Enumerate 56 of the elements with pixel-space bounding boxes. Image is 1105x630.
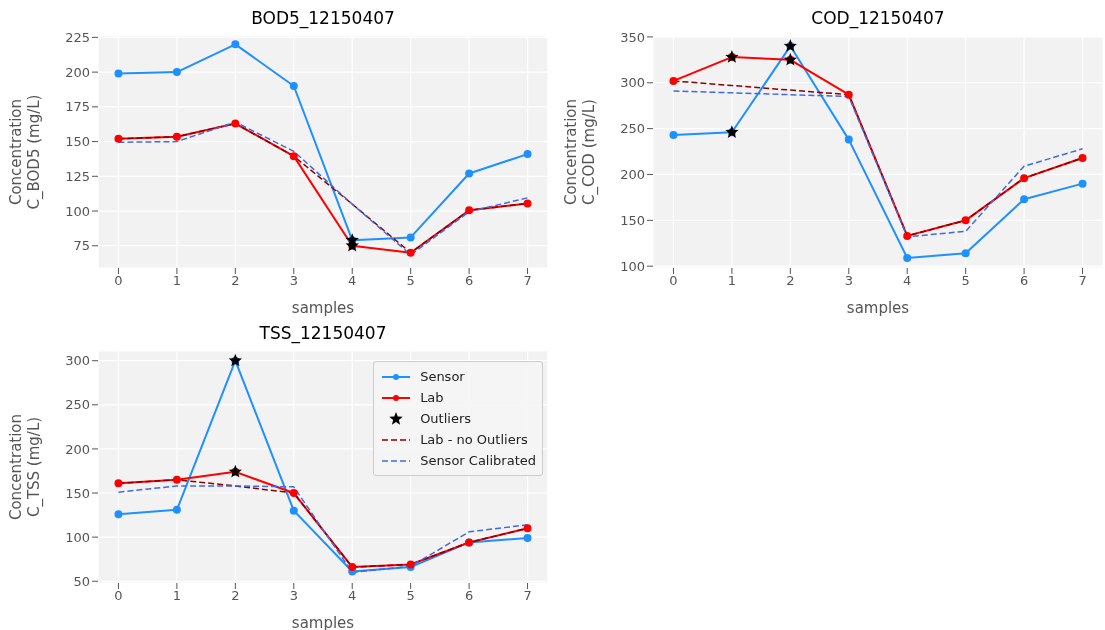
chart-title: TSS_12150407	[258, 323, 388, 343]
x-tick-label: 0	[114, 273, 123, 289]
y-tick-label: 300	[65, 353, 90, 369]
legend-label: Lab	[420, 390, 444, 405]
y-tick-label: 50	[73, 573, 90, 589]
x-tick-label: 6	[464, 273, 474, 289]
y-tick-label: 250	[620, 121, 645, 137]
y-tick-label: 75	[73, 238, 90, 254]
y-tick-label: 225	[65, 30, 90, 45]
x-axis-title: samples	[846, 299, 910, 317]
legend-label: Sensor	[420, 369, 465, 384]
x-axis-title: samples	[291, 299, 355, 317]
y-tick-label: 175	[65, 99, 90, 115]
legend-label: Outliers	[420, 411, 472, 426]
x-tick-label: 2	[786, 273, 795, 289]
y-tick-label: 100	[620, 258, 645, 274]
y-tick-label: 200	[620, 167, 645, 183]
x-tick-label: 1	[172, 273, 182, 289]
y-tick-label: 100	[65, 529, 90, 545]
x-tick-label: 5	[406, 588, 415, 604]
x-tick-label: 4	[348, 588, 357, 604]
y-axis-title: Concentration C_COD (mg/L)	[562, 98, 599, 206]
x-tick-label: 5	[961, 273, 970, 289]
x-tick-label: 7	[523, 273, 532, 289]
y-tick-label: 350	[620, 29, 645, 45]
y-tick-label: 100	[65, 203, 90, 219]
x-tick-label: 2	[231, 588, 240, 604]
y-tick-label: 250	[65, 397, 90, 413]
y-tick-label: 300	[620, 75, 645, 91]
x-tick-label: 1	[727, 273, 737, 289]
x-tick-label: 0	[114, 588, 123, 604]
x-tick-label: 2	[231, 273, 240, 289]
y-tick-label: 125	[65, 168, 90, 184]
x-tick-label: 6	[1019, 273, 1029, 289]
y-axis-title: Concentration C_BOD5 (mg/L)	[7, 94, 44, 210]
y-tick-label: 200	[65, 64, 90, 80]
y-tick-label: 150	[620, 212, 645, 228]
x-tick-label: 1	[172, 588, 182, 604]
x-tick-label: 0	[669, 273, 678, 289]
x-tick-label: 4	[903, 273, 912, 289]
x-tick-label: 7	[523, 588, 532, 604]
x-tick-label: 3	[844, 273, 853, 289]
legend-label: Lab - no Outliers	[420, 432, 528, 447]
y-tick-label: 150	[65, 134, 90, 150]
x-tick-label: 4	[348, 273, 357, 289]
y-tick-label: 200	[65, 441, 90, 457]
x-tick-label: 3	[289, 273, 298, 289]
chart-title: COD_12150407	[810, 8, 946, 28]
y-tick-label: 150	[65, 485, 90, 501]
x-tick-label: 7	[1078, 273, 1087, 289]
legend-label: Sensor Calibrated	[420, 453, 536, 468]
y-axis-title: Concentration C_TSS (mg/L)	[7, 413, 44, 521]
x-tick-label: 3	[289, 588, 298, 604]
x-tick-label: 5	[406, 273, 415, 289]
x-tick-label: 6	[464, 588, 474, 604]
chart-title: BOD5_12150407	[250, 8, 396, 28]
